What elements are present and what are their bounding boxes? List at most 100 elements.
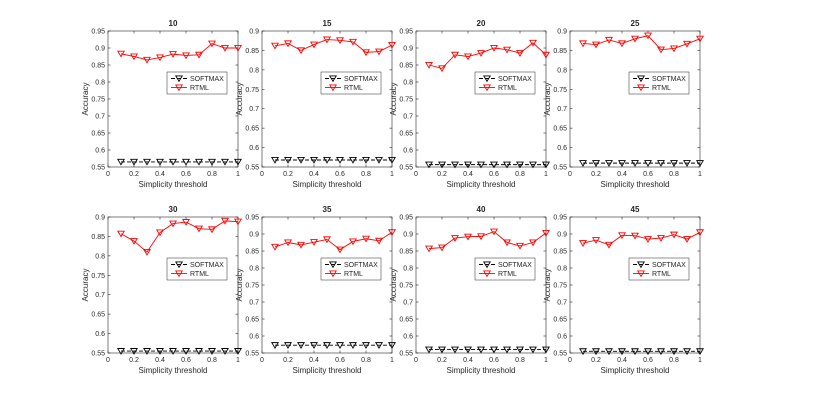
point-rtml [542, 229, 550, 237]
panel-25: 0 0.2 0.4 0.6 0.8 1 0.55 0.6 0.65 0.7 0.75 0.8 0.85 0… [543, 19, 704, 189]
point-softmax [425, 346, 433, 354]
point-rtml [631, 232, 639, 240]
point-softmax [182, 348, 190, 355]
panel-10: 0 0.2 0.4 0.6 0.8 1 0.55 0.6 0.65 0.7 0.75 0.8 0.85 0… [81, 19, 242, 189]
y-tick-label: 0.8 [557, 266, 567, 273]
point-rtml [117, 230, 125, 238]
y-tick-label: 0.8 [95, 253, 105, 260]
point-softmax [234, 158, 242, 166]
axes-box [261, 216, 393, 354]
axes-box [569, 216, 701, 354]
point-softmax [618, 348, 626, 356]
x-tick-label: 0.4 [463, 171, 473, 178]
y-axis-label: Accuracy [235, 83, 244, 116]
legend-box [166, 71, 228, 95]
point-softmax [657, 348, 665, 356]
point-softmax [490, 161, 498, 169]
point-rtml [284, 40, 292, 48]
legend-marker-softmax [483, 75, 491, 83]
x-tick-label: 0 [260, 171, 264, 178]
y-tick-label: 0.9 [249, 232, 259, 239]
point-softmax [323, 156, 331, 164]
legend-marker-softmax [175, 261, 183, 269]
point-rtml [657, 46, 665, 54]
x-tick-label: 0.4 [309, 357, 319, 364]
x-tick-label: 0 [568, 357, 572, 364]
x-tick-label: 0 [106, 357, 110, 364]
point-rtml [208, 226, 216, 234]
panel-15: 0 0.2 0.4 0.6 0.8 1 0.55 0.6 0.65 0.7 0.75 0.8 0.85 0… [235, 19, 396, 189]
legend-label-softmax: SOFTMAX [344, 262, 378, 269]
point-rtml [349, 38, 357, 46]
point-softmax [618, 160, 626, 167]
panel-title: 15 [323, 19, 332, 28]
y-tick-label: 0.65 [91, 312, 105, 319]
point-rtml [375, 237, 383, 245]
x-tick-label: 0.4 [463, 357, 473, 364]
point-rtml [336, 37, 344, 45]
point-softmax [579, 348, 587, 356]
x-tick-label: 0 [260, 357, 264, 364]
panel-35: 0 0.2 0.4 0.6 0.8 1 0.55 0.6 0.65 0.7 0.75 0.8 0.85 0… [235, 205, 396, 375]
point-softmax [451, 161, 459, 169]
panel-title: 45 [631, 205, 640, 214]
legend-marker-rtml [329, 270, 337, 278]
y-tick-label: 0.6 [95, 148, 105, 155]
point-rtml [503, 46, 511, 54]
point-rtml [169, 51, 177, 58]
axes-box [415, 216, 547, 354]
point-rtml [117, 50, 125, 58]
y-tick-label: 0.65 [245, 317, 259, 324]
y-tick-label: 0.8 [95, 80, 105, 87]
point-softmax [477, 346, 485, 354]
point-softmax [542, 346, 550, 354]
point-rtml [310, 41, 318, 49]
axes-box [261, 30, 393, 168]
y-axis-label: Accuracy [389, 269, 398, 302]
x-tick-label: 1 [390, 357, 394, 364]
point-softmax [130, 348, 138, 355]
point-rtml [683, 236, 691, 243]
point-rtml [297, 241, 305, 249]
point-rtml [130, 53, 138, 61]
y-tick-label: 0.7 [557, 106, 567, 113]
point-rtml [284, 239, 292, 247]
x-tick-label: 0 [568, 171, 572, 178]
y-tick-label: 0.75 [91, 97, 105, 104]
point-softmax [490, 346, 498, 354]
point-softmax [349, 342, 357, 349]
y-tick-label: 0.6 [249, 334, 259, 341]
y-tick-label: 0.55 [245, 351, 259, 358]
x-tick-label: 1 [698, 357, 702, 364]
point-rtml [349, 238, 357, 246]
x-tick-label: 0.2 [283, 171, 293, 178]
point-rtml [592, 41, 600, 49]
x-tick-label: 0.4 [155, 357, 165, 364]
point-rtml [169, 220, 177, 228]
y-tick-label: 0.75 [553, 87, 567, 94]
x-tick-label: 0.2 [283, 357, 293, 364]
point-rtml [592, 237, 600, 244]
x-tick-label: 1 [698, 171, 702, 178]
legend-label-softmax: SOFTMAX [190, 76, 224, 83]
point-softmax [130, 158, 138, 166]
x-tick-label: 1 [390, 171, 394, 178]
point-softmax [375, 342, 383, 349]
y-axis-label: Accuracy [81, 269, 90, 302]
y-tick-label: 0.75 [399, 283, 413, 290]
legend-box [320, 257, 382, 281]
y-tick-label: 0.85 [91, 63, 105, 70]
point-rtml [542, 51, 550, 59]
x-tick-label: 0.8 [207, 357, 217, 364]
y-tick-label: 0.6 [403, 334, 413, 341]
y-tick-label: 0.75 [245, 87, 259, 94]
point-rtml [362, 49, 370, 57]
point-rtml [130, 238, 138, 245]
y-tick-label: 0.65 [399, 317, 413, 324]
point-softmax [696, 160, 704, 167]
point-rtml [516, 50, 524, 57]
legend-label-rtml: RTML [498, 85, 517, 92]
point-rtml [221, 217, 229, 225]
point-softmax [529, 161, 537, 169]
panel-title: 25 [631, 19, 640, 28]
